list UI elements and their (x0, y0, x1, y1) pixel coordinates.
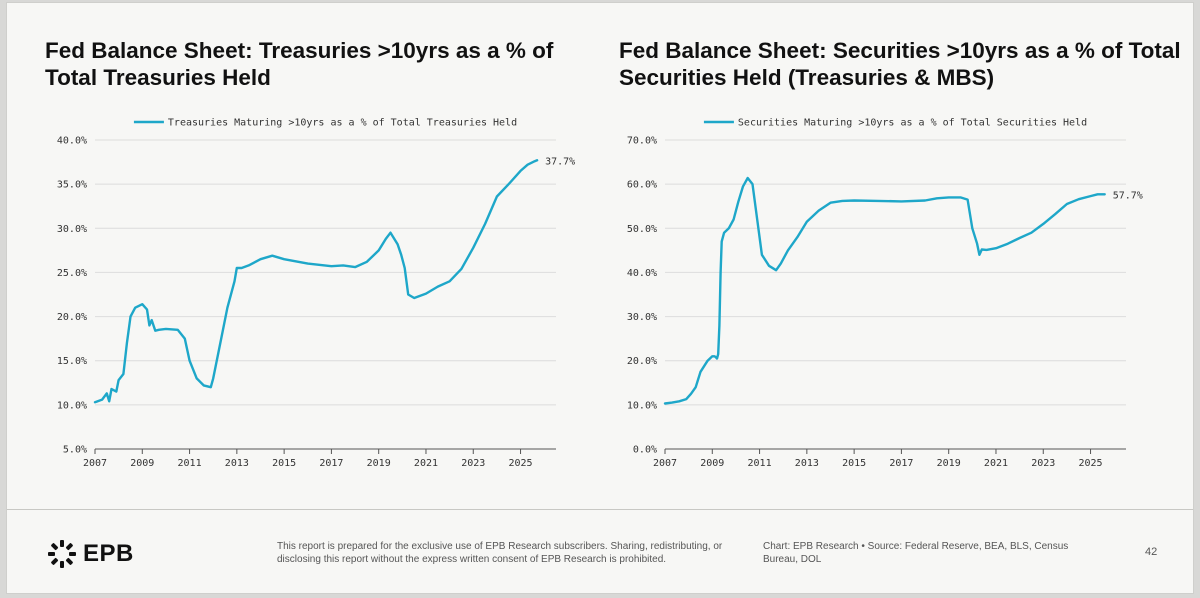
source-text: Chart: EPB Research • Source: Federal Re… (763, 541, 1069, 565)
y-tick-label: 15.0% (57, 356, 87, 367)
x-tick-label: 2025 (508, 458, 532, 469)
y-tick-label: 35.0% (57, 180, 87, 191)
x-tick-label: 2017 (319, 458, 343, 469)
chart-treasuries: 5.0% 10.0% 15.0% 20.0% 25.0% 30.0% 35.0% 40.0% 2… (57, 118, 575, 470)
y-tick-label: 10.0% (57, 400, 87, 411)
y-tick-label: 30.0% (57, 224, 87, 235)
x-tick-label: 2011 (178, 458, 202, 469)
y-tick-label: 50.0% (627, 224, 657, 235)
y-tick-label: 10.0% (627, 400, 657, 411)
end-value-label: 57.7% (1113, 190, 1143, 201)
epb-logo-text: EPB (83, 540, 134, 567)
legend: Securities Maturing >10yrs as a % of Tot… (703, 118, 1087, 129)
x-tick-label: 2025 (1078, 458, 1102, 469)
x-tick-label: 2021 (984, 458, 1008, 469)
x-tick-label: 2023 (461, 458, 485, 469)
series-line (93, 159, 539, 404)
epb-logo: EPB (47, 539, 187, 569)
page-number: 42 (1145, 546, 1158, 558)
x-tick-label: 2011 (748, 458, 772, 469)
x-tick-label: 2009 (700, 458, 724, 469)
y-tick-label: 60.0% (627, 180, 657, 191)
x-tick-label: 2023 (1031, 458, 1055, 469)
legend-label: Securities Maturing >10yrs as a % of Tot… (738, 118, 1087, 129)
x-tick-label: 2019 (367, 458, 391, 469)
y-tick-label: 20.0% (627, 356, 657, 367)
y-tick-label: 0.0% (633, 445, 657, 456)
series-line (663, 176, 1106, 405)
chart-securities: 0.0% 10.0% 20.0% 30.0% 40.0% 50.0% 60.0% 70.0% 2… (627, 118, 1143, 470)
disclaimer-text: This report is prepared for the exclusiv… (277, 541, 723, 565)
y-tick-label: 40.0% (627, 268, 657, 279)
y-tick-label: 70.0% (627, 136, 657, 147)
chart-title-treasuries: Fed Balance Sheet: Treasuries >10yrs as … (45, 38, 554, 90)
footer-divider (7, 509, 1193, 510)
legend: Treasuries Maturing >10yrs as a % of Tot… (133, 118, 517, 129)
y-tick-label: 5.0% (63, 445, 87, 456)
legend-label: Treasuries Maturing >10yrs as a % of Tot… (168, 118, 517, 129)
x-tick-label: 2013 (225, 458, 249, 469)
x-tick-label: 2013 (795, 458, 819, 469)
y-tick-label: 40.0% (57, 136, 87, 147)
y-tick-label: 30.0% (627, 312, 657, 323)
y-tick-label: 25.0% (57, 268, 87, 279)
x-tick-label: 2019 (937, 458, 961, 469)
x-tick-label: 2007 (653, 458, 677, 469)
x-tick-label: 2017 (889, 458, 913, 469)
x-tick-label: 2021 (414, 458, 438, 469)
end-value-label: 37.7% (545, 156, 575, 167)
x-tick-label: 2007 (83, 458, 107, 469)
slide: Fed Balance Sheet: Treasuries >10yrs as … (6, 2, 1194, 594)
x-tick-label: 2009 (130, 458, 154, 469)
x-tick-label: 2015 (842, 458, 866, 469)
chart-title-securities: Fed Balance Sheet: Securities >10yrs as … (619, 38, 1181, 90)
epb-logo-icon (48, 540, 76, 568)
y-tick-label: 20.0% (57, 312, 87, 323)
x-tick-label: 2015 (272, 458, 296, 469)
